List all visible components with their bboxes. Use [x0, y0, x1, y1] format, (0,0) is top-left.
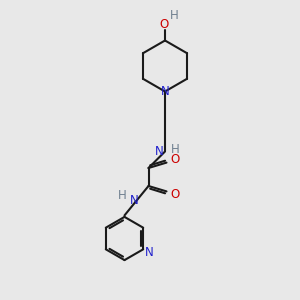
- Text: N: N: [145, 246, 154, 260]
- Text: H: H: [118, 189, 127, 203]
- Text: O: O: [159, 18, 168, 32]
- Text: H: H: [171, 143, 180, 156]
- Text: O: O: [170, 153, 179, 167]
- Text: N: N: [130, 194, 139, 207]
- Text: O: O: [170, 188, 179, 201]
- Text: N: N: [155, 145, 164, 158]
- Text: N: N: [160, 85, 169, 98]
- Text: H: H: [170, 9, 179, 22]
